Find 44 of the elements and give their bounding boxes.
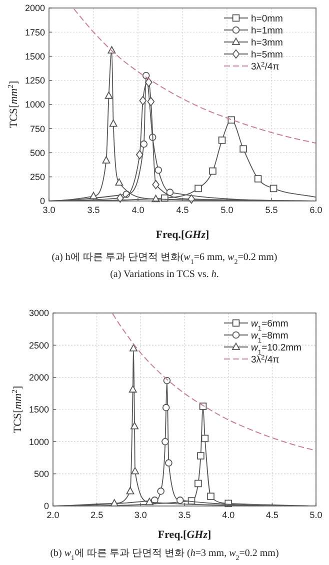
legend-label: 3λ$^{2}$/4π <box>251 61 280 72</box>
y-tick-label: 0 <box>44 501 49 512</box>
x-tick-label: 2.5 <box>90 510 104 520</box>
y-tick-label: 2000 <box>24 3 45 14</box>
y-tick-label: 1500 <box>28 404 49 415</box>
text: (b) w$_{1}$에 따른 투과 단면적 변화 (h=3 mm, w$_{2}$=0.2 mm) <box>50 548 279 562</box>
legend-label: h=3mm <box>251 38 284 48</box>
y-tick-label: 500 <box>30 148 45 158</box>
y-tick-label: 2000 <box>28 372 49 383</box>
y-tick-label: 0 <box>40 196 45 206</box>
legend-label: 3λ$^{2}$/4π <box>251 354 280 366</box>
x-axis-title: Freq.[GHz] <box>158 529 212 541</box>
x-tick-label: 5.0 <box>220 205 234 215</box>
legend-label: h=1mm <box>251 26 284 36</box>
x-tick-label: 4.0 <box>132 205 144 215</box>
x-tick-label: 3.5 <box>178 510 191 520</box>
legend-label: w$_{1}$=8mm <box>251 330 288 344</box>
x-tick-label: 5.5 <box>265 205 278 215</box>
x-tick-label: 3.0 <box>42 205 56 215</box>
legend-label: w$_{1}$=6mm <box>251 318 288 332</box>
x-tick-label: 4.5 <box>266 510 278 520</box>
x-axis-title: Freq.[GHz] <box>156 229 210 241</box>
y-tick-label: 2500 <box>28 340 49 350</box>
x-tick-label: 3.5 <box>87 205 100 215</box>
y-tick-label: 1250 <box>24 76 45 86</box>
y-tick-label: 3000 <box>28 308 49 318</box>
y-tick-label: 1000 <box>28 436 49 447</box>
text: (a) h에 따른 투과 단면적 변화(w$_{1}$=6 mm, w$_{2}$=0.2 mm) <box>52 252 278 266</box>
x-tick-label: 5.0 <box>310 510 322 520</box>
y-tick-label: 750 <box>30 124 45 134</box>
legend-label: h=0mm <box>251 14 284 24</box>
text: (a) Variations in TCS vs. h. <box>110 269 219 280</box>
x-tick-label: 6.0 <box>310 205 322 215</box>
y-tick-label: 250 <box>30 172 45 182</box>
legend-label: w$_{1}$=10.2mm <box>251 342 302 356</box>
y-tick-label: 1000 <box>24 100 45 110</box>
x-tick-label: 4.0 <box>222 510 235 520</box>
x-tick-label: 2.0 <box>46 510 60 520</box>
legend-label: h=5mm <box>251 50 284 60</box>
y-tick-label: 1750 <box>24 27 45 38</box>
x-tick-label: 4.5 <box>176 205 189 215</box>
y-tick-label: 1500 <box>24 51 45 62</box>
x-tick-label: 3.0 <box>134 510 147 520</box>
y-tick-label: 500 <box>34 469 49 480</box>
